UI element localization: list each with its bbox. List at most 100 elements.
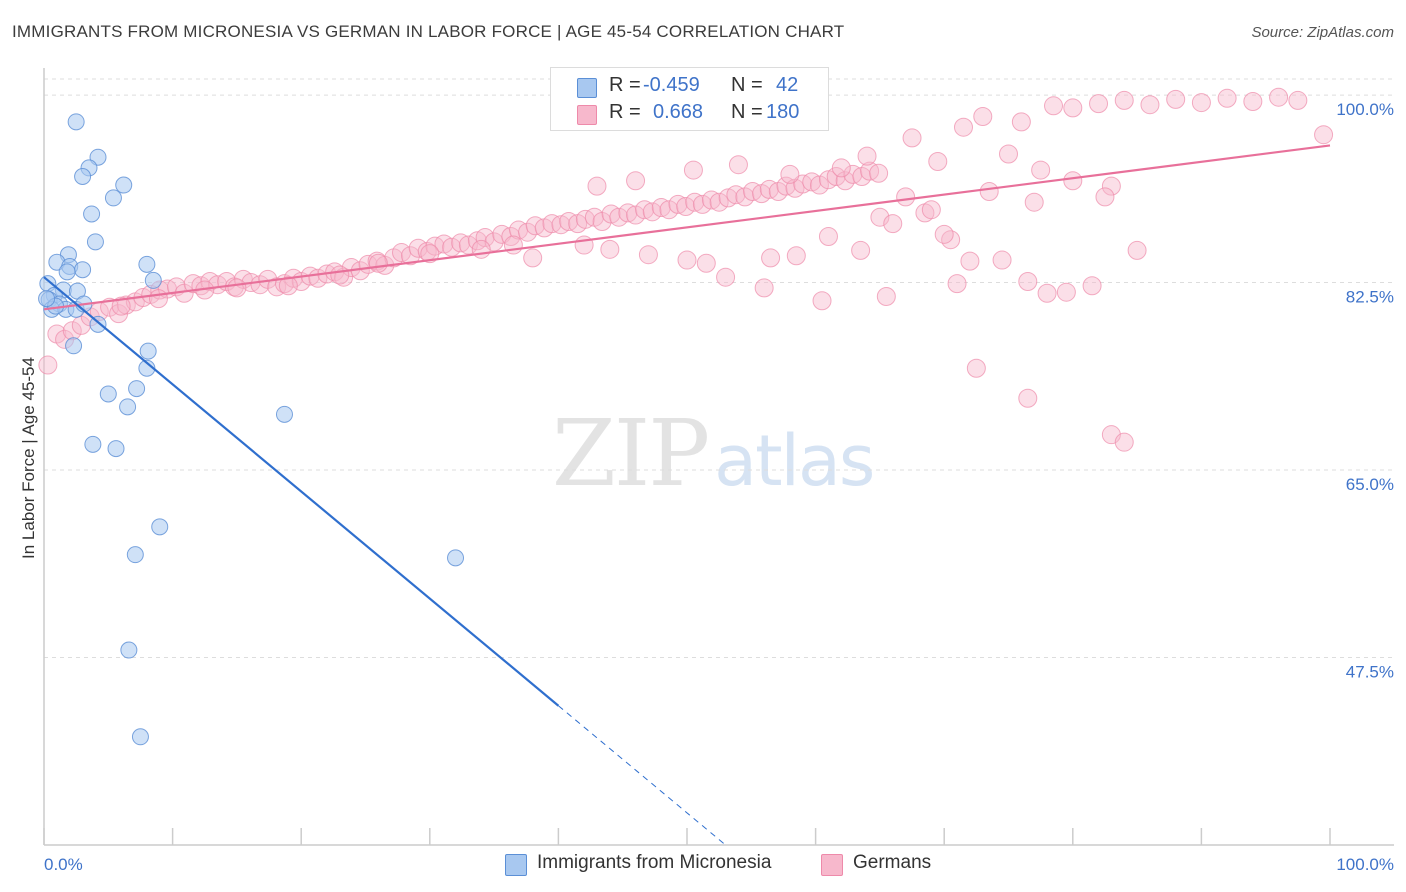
- germans-point: [183, 274, 203, 294]
- micronesia-point: [74, 167, 92, 185]
- germans-point: [1011, 112, 1031, 132]
- y-tick-labels: 47.5% 65.0% 82.5% 100.0%: [1336, 100, 1394, 681]
- germans-point: [883, 214, 903, 234]
- germans-point: [458, 235, 478, 255]
- germans-point: [368, 253, 388, 273]
- germans-point: [1191, 93, 1211, 113]
- germans-point: [1089, 94, 1109, 114]
- gridlines: [44, 78, 1394, 659]
- germans-point: [38, 355, 58, 375]
- germans-point: [1044, 96, 1064, 116]
- micronesia-point: [38, 290, 56, 308]
- axes: [43, 68, 1394, 846]
- germans-point: [635, 200, 655, 220]
- germans-point: [618, 203, 638, 223]
- y-tick-label: 100.0%: [1336, 100, 1394, 119]
- germans-point: [692, 194, 712, 214]
- germans-point: [1095, 187, 1115, 207]
- germans-point: [960, 251, 980, 271]
- germans-point: [685, 192, 705, 212]
- micronesia-point: [67, 113, 85, 131]
- germans-point: [1140, 95, 1160, 115]
- micronesia-point: [83, 205, 101, 223]
- germans-point: [902, 128, 922, 148]
- micronesia-point: [99, 385, 117, 403]
- germans-point: [471, 239, 491, 259]
- germans-point: [451, 233, 471, 253]
- germans-point: [587, 176, 607, 196]
- germans-point: [551, 215, 571, 235]
- micronesia-point: [144, 271, 162, 289]
- germans-point: [1063, 171, 1083, 191]
- germans-point: [921, 200, 941, 220]
- micronesia-point: [138, 255, 156, 273]
- germans-point: [876, 286, 896, 306]
- bottom-legend-label-micronesia: Immigrants from Micronesia: [537, 852, 772, 873]
- x-tick-label-max: 100.0%: [1336, 855, 1394, 874]
- germans-point: [148, 289, 168, 309]
- legend-row-micronesia: R = -0.459 N = 42: [551, 74, 828, 100]
- germans-point: [941, 230, 961, 250]
- germans-point: [709, 192, 729, 212]
- germans-point: [934, 224, 954, 244]
- germans-point: [523, 248, 543, 268]
- germans-point: [475, 228, 495, 248]
- micronesia-point: [104, 189, 122, 207]
- germans-point: [999, 144, 1018, 164]
- stats-legend: R = -0.459 N = 42 R = 0.668 N = 180: [550, 67, 829, 131]
- germans-point: [1166, 89, 1186, 109]
- y-tick-label: 65.0%: [1346, 475, 1394, 494]
- micronesia-point: [65, 337, 83, 355]
- germans-point: [330, 265, 350, 285]
- germans-point: [992, 250, 1012, 270]
- germans-point: [812, 291, 832, 311]
- micronesia-point: [120, 641, 138, 659]
- micronesia-point: [447, 549, 465, 567]
- germans-point: [668, 194, 688, 214]
- germans-point: [1114, 90, 1134, 110]
- germans-point: [869, 163, 889, 183]
- micronesia-points: [38, 113, 465, 746]
- germans-point: [716, 267, 736, 287]
- micronesia-point: [86, 233, 104, 251]
- germans-point: [1056, 282, 1076, 302]
- germans-point: [802, 172, 822, 192]
- germans-point: [696, 253, 716, 273]
- y-tick-label: 82.5%: [1346, 288, 1394, 307]
- germans-point: [676, 196, 696, 216]
- watermark: ZIPatlas: [552, 400, 875, 507]
- germans-point: [642, 202, 662, 222]
- germans-points: [38, 87, 1334, 452]
- micronesia-trend-line: [43, 276, 560, 707]
- micronesia-point: [115, 176, 133, 194]
- micronesia-point: [151, 518, 169, 536]
- germans-point: [1037, 283, 1057, 303]
- germans-point: [1018, 388, 1038, 408]
- germans-point: [111, 296, 131, 316]
- legend-n-label: N =: [731, 101, 763, 123]
- germans-point: [626, 205, 646, 225]
- legend-swatch-micronesia: [577, 78, 597, 98]
- germans-point: [1101, 176, 1121, 196]
- legend-r-label: R =: [609, 74, 641, 96]
- germans-point: [761, 248, 781, 268]
- germans-point: [227, 278, 247, 298]
- legend-n-value: 42: [776, 74, 799, 96]
- bottom-legend-label-germans: Germans: [853, 852, 932, 873]
- watermark-zip: ZIP: [552, 400, 710, 507]
- germans-point: [420, 244, 440, 264]
- micronesia-point: [128, 380, 146, 398]
- germans-point: [600, 239, 620, 259]
- germans-point: [896, 187, 916, 207]
- germans-point: [1243, 91, 1263, 111]
- germans-point: [701, 190, 721, 210]
- germans-point: [278, 276, 298, 296]
- germans-point: [966, 358, 986, 378]
- germans-point: [818, 226, 838, 246]
- germans-point: [651, 198, 671, 218]
- micronesia-point: [275, 405, 293, 423]
- germans-point: [851, 240, 871, 260]
- y-tick-label: 47.5%: [1346, 663, 1394, 682]
- germans-point: [1031, 160, 1051, 180]
- bottom-legend-swatch-micronesia: [505, 854, 527, 876]
